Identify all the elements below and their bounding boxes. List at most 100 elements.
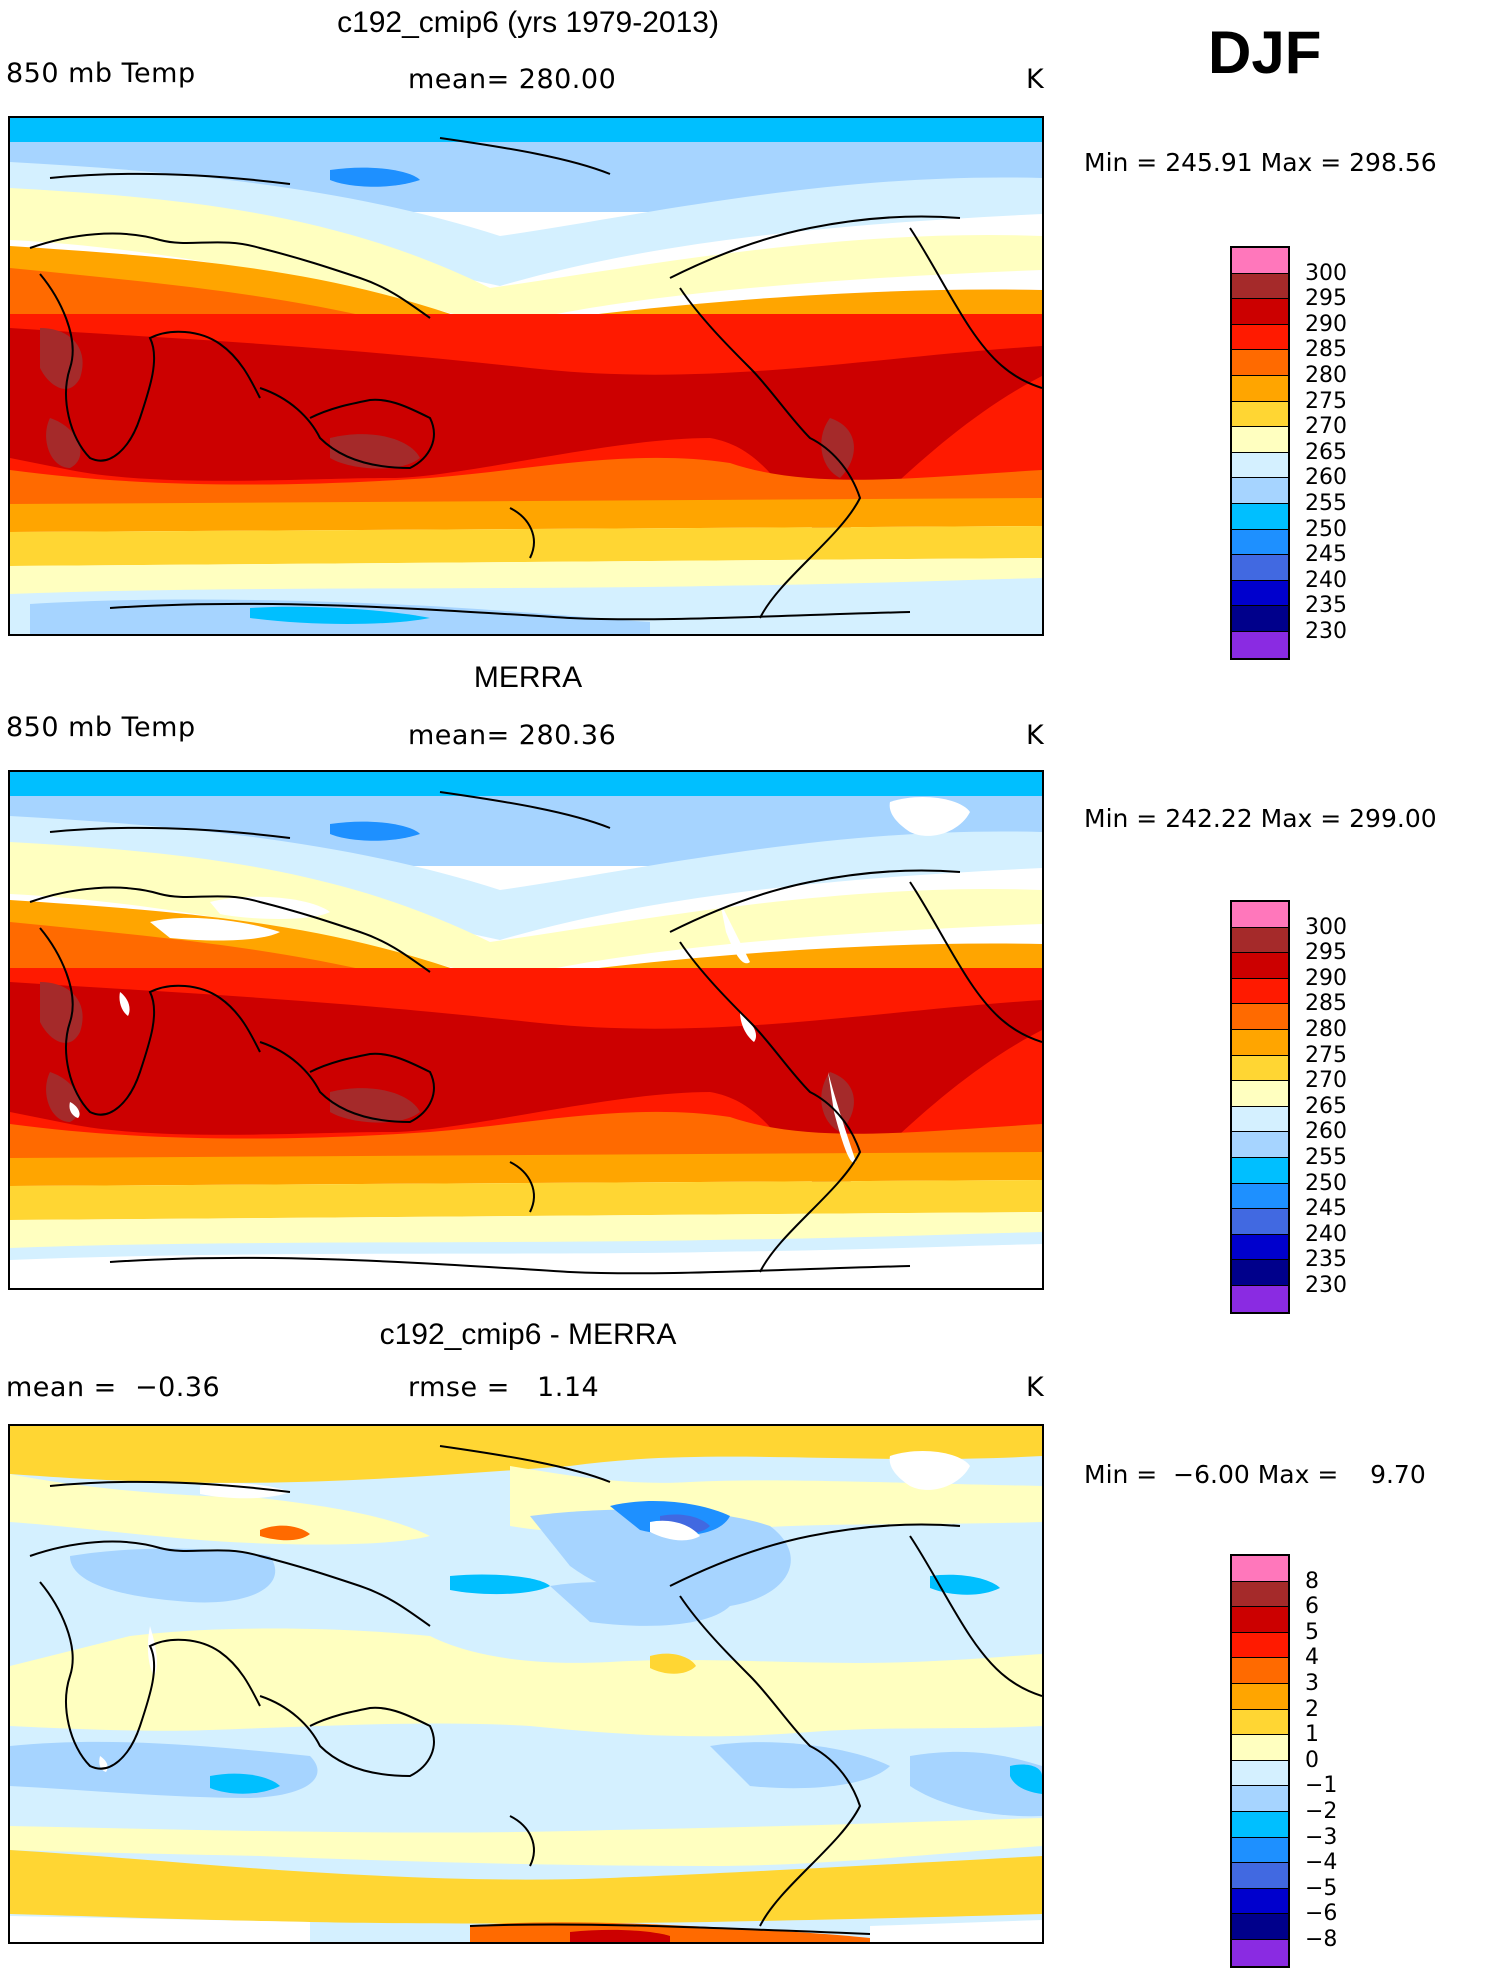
colorbar-swatch [1232,1132,1288,1158]
colorbar-tick-label: 280 [1305,1017,1347,1042]
colorbar-swatch [1232,1581,1288,1608]
colorbar-swatch [1232,1004,1288,1030]
panel-3-rmse-label: rmse = 1.14 [408,1372,600,1403]
panel-2-title: MERRA [473,661,583,694]
colorbar-swatch [1232,529,1288,556]
colorbar-tick-label: 295 [1305,940,1347,966]
colorbar-tick-label: 6 [1305,1594,1319,1620]
colorbar-swatch [1232,606,1288,632]
colorbar-tick-label: 255 [1305,491,1347,516]
colorbar-tick-label: −3 [1305,1824,1338,1850]
colorbar-tick-label: 245 [1305,1196,1347,1222]
colorbar-tick-label: 265 [1305,1093,1347,1119]
colorbar-swatch [1232,1939,1288,1966]
colorbar-tick-label: 230 [1305,1273,1347,1298]
colorbar-swatch [1232,1735,1288,1761]
colorbar-swatch [1232,1106,1288,1133]
colorbar-tick-label: 270 [1305,414,1347,440]
colorbar-tick-label: 260 [1305,465,1347,491]
colorbar-tick-label: 290 [1305,311,1347,337]
colorbar-tick-label: 275 [1305,1042,1347,1068]
colorbar-tick-label: 230 [1305,619,1347,644]
colorbar-tick-label: 245 [1305,542,1347,568]
colorbar-swatch [1232,1055,1288,1082]
colorbar-swatch [1232,1260,1288,1286]
colorbar-swatch [1232,1183,1288,1210]
colorbar-swatch [1232,1837,1288,1864]
panel-2-map-svg [10,772,1042,1288]
colorbar-tick-label: 2 [1305,1696,1319,1722]
colorbar-swatch [1232,427,1288,453]
colorbar-swatch [1232,401,1288,428]
season-label: DJF [1208,19,1322,86]
colorbar-swatch [1232,1888,1288,1915]
colorbar-swatch [1232,902,1288,928]
panel-3-units-label: K [1026,1372,1045,1403]
panel-2-units-label: K [1026,720,1045,751]
colorbar-swatch [1232,1632,1288,1659]
panel-3-map-svg [10,1426,1042,1942]
colorbar-tick-label: 300 [1305,260,1347,286]
colorbar-tick-label: 275 [1305,388,1347,414]
colorbar-swatch [1232,580,1288,607]
panel-1-map [8,116,1044,636]
colorbar-swatch [1232,1081,1288,1107]
panel-1-mean-label: mean= 280.00 [408,64,617,95]
colorbar-swatch [1232,1607,1288,1633]
colorbar-swatch [1232,1157,1288,1184]
panel-1-units-label: K [1026,64,1045,95]
panel-1-map-svg [10,118,1042,634]
colorbar-swatch [1232,1658,1288,1684]
colorbar-swatch [1232,248,1288,274]
colorbar-swatch [1232,1709,1288,1736]
panel-3-colorbar [1230,1554,1290,1968]
colorbar-tick-label: −2 [1305,1799,1338,1824]
panel-2-mean-label: mean= 280.36 [408,720,617,751]
colorbar-swatch [1232,1029,1288,1056]
colorbar-swatch [1232,273,1288,300]
colorbar-tick-label: 3 [1305,1671,1319,1696]
colorbar-swatch [1232,1209,1288,1235]
colorbar-tick-label: 8 [1305,1568,1319,1594]
panel-2-minmax: Min = 242.22 Max = 299.00 [1084,804,1437,833]
colorbar-swatch [1232,324,1288,351]
colorbar-tick-label: 260 [1305,1119,1347,1145]
colorbar-tick-label: 285 [1305,337,1347,363]
colorbar-tick-label: 290 [1305,965,1347,991]
colorbar-swatch [1232,1683,1288,1710]
colorbar-swatch [1232,1760,1288,1787]
colorbar-swatch [1232,1234,1288,1261]
colorbar-tick-label: −5 [1305,1875,1338,1901]
panel-2-variable-label: 850 mb Temp [6,712,196,743]
colorbar-tick-label: −8 [1305,1927,1338,1952]
colorbar-tick-label: 5 [1305,1619,1319,1645]
colorbar-swatch [1232,978,1288,1005]
colorbar-swatch [1232,299,1288,325]
colorbar-swatch [1232,478,1288,504]
panel-3-title: c192_cmip6 - MERRA [379,1318,677,1351]
colorbar-tick-label: 235 [1305,1247,1347,1273]
panel-2-map [8,770,1044,1290]
colorbar-tick-label: 4 [1305,1645,1319,1671]
colorbar-swatch [1232,1863,1288,1889]
colorbar-tick-label: −6 [1305,1901,1338,1927]
colorbar-swatch [1232,555,1288,581]
colorbar-swatch [1232,1556,1288,1582]
colorbar-swatch [1232,953,1288,979]
colorbar-tick-label: 280 [1305,363,1347,388]
colorbar-tick-label: 235 [1305,593,1347,619]
colorbar-swatch [1232,1811,1288,1838]
panel-2-colorbar [1230,900,1290,1314]
colorbar-swatch [1232,1914,1288,1940]
colorbar-tick-label: −4 [1305,1850,1338,1876]
colorbar-swatch [1232,503,1288,530]
colorbar-swatch [1232,350,1288,376]
panel-3-map [8,1424,1044,1944]
panel-1-minmax: Min = 245.91 Max = 298.56 [1084,148,1437,177]
colorbar-tick-label: 265 [1305,439,1347,465]
colorbar-tick-label: 300 [1305,914,1347,940]
colorbar-tick-label: 250 [1305,516,1347,542]
colorbar-tick-label: 255 [1305,1145,1347,1170]
colorbar-tick-label: −1 [1305,1773,1338,1799]
colorbar-swatch [1232,1285,1288,1312]
